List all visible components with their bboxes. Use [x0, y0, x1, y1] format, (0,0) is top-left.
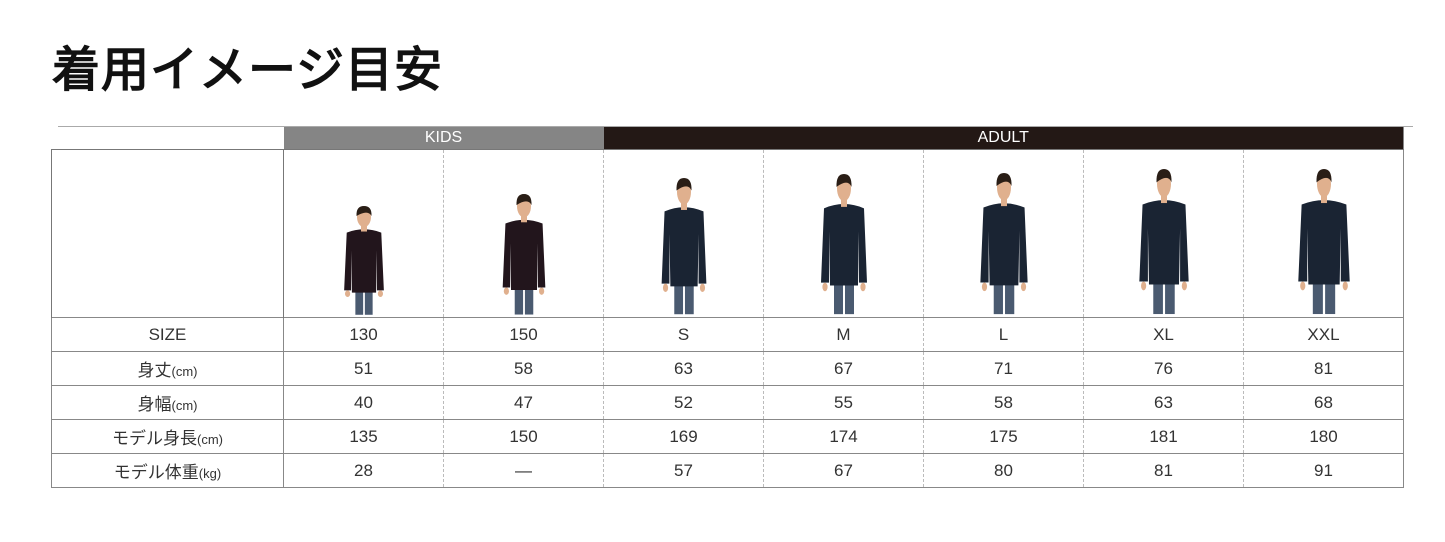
row-label-text: 身幅 [137, 395, 172, 414]
table-cell: 67 [763, 351, 924, 386]
model-photo-S [603, 149, 764, 318]
table-cell: 52 [603, 385, 764, 420]
model-figure [820, 174, 867, 315]
table-cell: 80 [923, 453, 1084, 488]
table-cell: M [763, 317, 924, 352]
table-cell: 150 [443, 419, 604, 454]
model-figure [1138, 169, 1189, 315]
table-cell: S [603, 317, 764, 352]
table-cell: 51 [283, 351, 444, 386]
model-photo-130 [283, 149, 444, 318]
model-figure [343, 206, 384, 315]
table-cell: 55 [763, 385, 924, 420]
table-row: モデル体重(kg) 28—57 67 80 81 91 [51, 453, 1404, 488]
table-cell: 135 [283, 419, 444, 454]
table-cell: XXL [1243, 317, 1404, 352]
row-unit: (cm) [171, 398, 198, 413]
table-cell: 91 [1243, 453, 1404, 488]
table-cell: 181 [1083, 419, 1244, 454]
table-cell: 67 [763, 453, 924, 488]
table-cell: — [443, 453, 604, 488]
table-cell: 40 [283, 385, 444, 420]
table-cell: 180 [1243, 419, 1404, 454]
divider [58, 126, 1413, 127]
model-photo-XXL [1243, 149, 1404, 318]
row-label: SIZE [51, 317, 284, 352]
row-label: モデル身長(cm) [51, 419, 284, 454]
table-cell: 175 [923, 419, 1084, 454]
kids-header: KIDS [283, 127, 604, 150]
table-cell: 68 [1243, 385, 1404, 420]
table-cell: 81 [1243, 351, 1404, 386]
row-label: モデル体重(kg) [51, 453, 284, 488]
row-label: 身幅(cm) [51, 385, 284, 420]
table-row: 身丈(cm) 51 58 63 67 71 76 81 [51, 351, 1404, 386]
table-cell: 81 [1083, 453, 1244, 488]
model-image-row [51, 149, 1404, 318]
table-cell: XL [1083, 317, 1244, 352]
row-unit: (cm) [197, 432, 223, 447]
row-label: 身丈(cm) [51, 351, 284, 386]
model-photo-XL [1083, 149, 1244, 318]
table-cell: 130 [283, 317, 444, 352]
table-cell: L [923, 317, 1084, 352]
row-label-text: モデル身長 [112, 429, 197, 448]
table-cell: 58 [923, 385, 1084, 420]
table-cell: 174 [763, 419, 924, 454]
empty-label-cell [51, 149, 284, 318]
size-chart-table: KIDS ADULT [51, 127, 1404, 488]
row-label-text: 身丈 [137, 361, 172, 380]
table-cell: 57 [603, 453, 764, 488]
row-label-text: モデル体重 [113, 463, 199, 482]
model-photo-150 [443, 149, 604, 318]
model-figure [979, 173, 1028, 315]
table-cell: 58 [443, 351, 604, 386]
table-cell: 76 [1083, 351, 1244, 386]
table-cell: 71 [923, 351, 1084, 386]
table-cell: 47 [443, 385, 604, 420]
model-photo-L [923, 149, 1084, 318]
table-row: 身幅(cm) 40 47 52 55 58 63 68 [51, 385, 1404, 420]
table-row: SIZE 130 150 S M L XL XXL [51, 317, 1404, 352]
table-cell: 28 [283, 453, 444, 488]
adult-header: ADULT [603, 127, 1404, 150]
empty-corner [52, 127, 284, 150]
model-figure [1297, 169, 1350, 315]
row-unit: (cm) [171, 364, 198, 379]
model-photo-M [763, 149, 924, 318]
page-title: 着用イメージ目安 [52, 42, 444, 98]
table-cell: 169 [603, 419, 764, 454]
table-cell: 150 [443, 317, 604, 352]
row-unit: (kg) [198, 466, 222, 481]
table-row: モデル身長(cm) 135 150 169 174 175 181 180 [51, 419, 1404, 454]
row-label-text: SIZE [148, 324, 187, 344]
group-header-row: KIDS ADULT [52, 127, 1404, 150]
model-figure [661, 178, 706, 315]
table-cell: 63 [1083, 385, 1244, 420]
model-figure [502, 194, 545, 315]
table-cell: 63 [603, 351, 764, 386]
